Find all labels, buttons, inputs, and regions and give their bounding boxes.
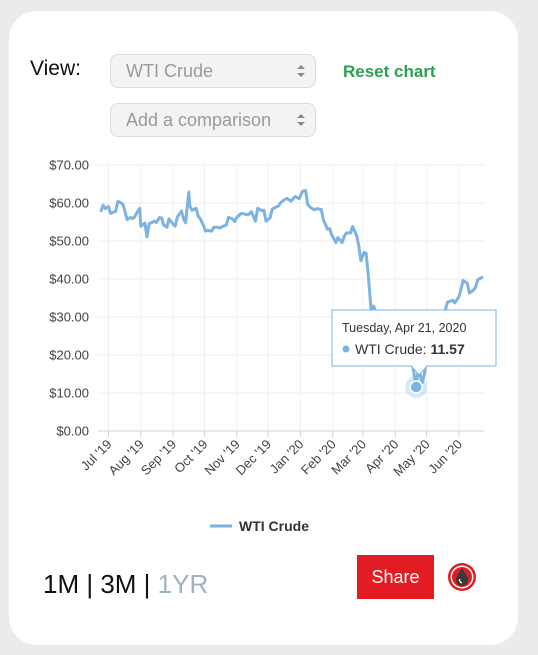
tooltip-series: WTI Crude: 11.57 [355, 341, 465, 357]
tooltip-box [331, 309, 497, 376]
view-label: View: [30, 57, 81, 80]
series-select-value: WTI Crude [126, 61, 214, 81]
x-tick-label: Aug '19 [105, 437, 146, 478]
y-tick-label: $50.00 [49, 234, 89, 249]
x-tick-label: Jun '20 [425, 437, 465, 477]
period-1yr[interactable]: 1YR [157, 569, 209, 599]
tooltip-series-dot [342, 345, 350, 353]
y-tick-label: $70.00 [49, 158, 89, 173]
tooltip-date: Tuesday, Apr 21, 2020 [342, 321, 466, 335]
y-axis: $0.00 $10.00 $20.00 $30.00 $40.00 $50.00 $60.0… [49, 158, 89, 439]
reset-chart-link[interactable]: Reset chart [343, 62, 436, 81]
comparison-placeholder: Add a comparison [126, 110, 272, 130]
share-button[interactable]: Share [357, 555, 434, 599]
oil-drop-icon[interactable] [447, 562, 477, 592]
tooltip: Tuesday, Apr 21, 2020 WTI Crude: 11.57 [331, 309, 497, 376]
period-3m[interactable]: 3M [100, 569, 137, 599]
hover-marker [405, 376, 428, 399]
price-chart[interactable]: $0.00 $10.00 $20.00 $30.00 $40.00 $50.00 $60.0… [0, 150, 538, 550]
period-selector: 1M | 3M | 1YR [43, 569, 208, 600]
select-arrows-icon [297, 114, 305, 126]
comparison-select[interactable]: Add a comparison [110, 103, 316, 137]
legend-label: WTI Crude [239, 518, 309, 534]
hover-point [409, 380, 423, 394]
y-tick-label: $60.00 [49, 196, 89, 211]
legend[interactable]: WTI Crude [210, 518, 309, 534]
x-tick-label: Dec '19 [233, 437, 274, 478]
period-1m[interactable]: 1M [43, 569, 80, 599]
period-separator: | [136, 569, 158, 599]
y-tick-label: $10.00 [49, 386, 89, 401]
x-tick-label: Sep '19 [138, 437, 179, 478]
period-separator: | [79, 569, 101, 599]
select-arrows-icon [297, 65, 305, 77]
y-tick-label: $20.00 [49, 348, 89, 363]
tooltip-value: 11.57 [430, 341, 464, 357]
y-tick-label: $40.00 [49, 272, 89, 287]
series-select[interactable]: WTI Crude [110, 54, 316, 88]
y-tick-label: $0.00 [56, 424, 89, 439]
y-tick-label: $30.00 [49, 310, 89, 325]
